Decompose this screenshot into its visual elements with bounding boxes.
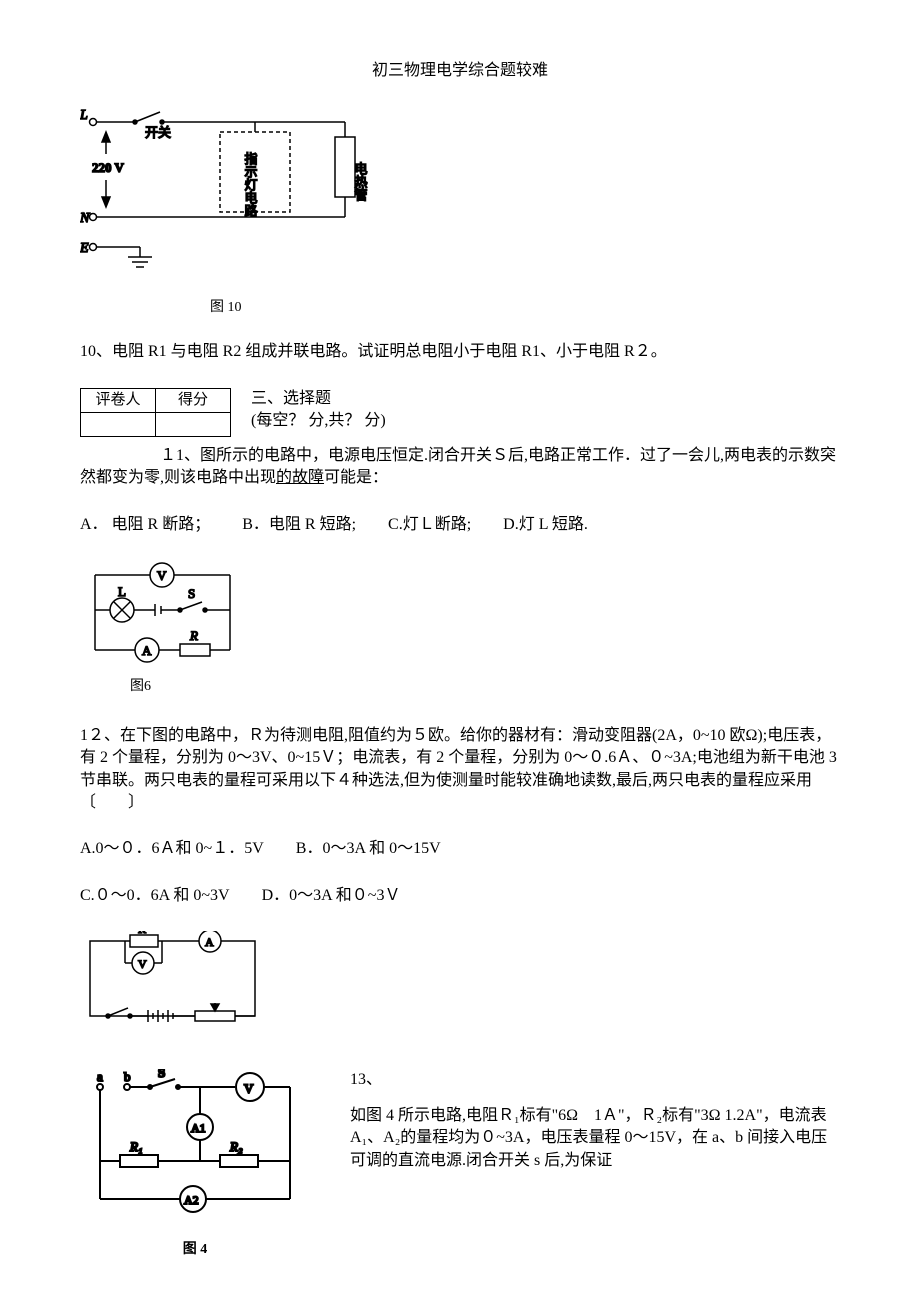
svg-text:E: E (80, 241, 89, 256)
question-12-options-row2: C.０～0．6A 和 0~3V D．0～3A 和０~3Ｖ (80, 885, 840, 907)
question-12-text: 1２、在下图的电路中，Ｒ为待测电阻,阻值约为５欧。给你的器材有：滑动变阻器(2A… (80, 725, 840, 815)
svg-text:指示灯电路: 指示灯电路 (243, 152, 258, 217)
svg-text:开关: 开关 (145, 125, 171, 140)
question-10-text: 10、电阻 R1 与电阻 R2 组成并联电路。试证明总电阻小于电阻 R1、小于电… (80, 341, 840, 363)
figure-10-circuit: L 开关 电热管 指示灯电路 N (80, 102, 840, 289)
section-3-title: 三、选择题 (251, 388, 386, 410)
q11-option-c: C.灯Ｌ断路; (388, 516, 471, 533)
question-11-options: A． 电阻 R 断路； B．电阻 R 短路; C.灯Ｌ断路; D.灯 L 短路. (80, 514, 840, 536)
q11-option-b: B．电阻 R 短路; (242, 516, 356, 533)
svg-text:L: L (80, 108, 88, 123)
section-3-subtitle: (每空？ 分,共？ 分) (251, 410, 386, 432)
svg-text:V: V (244, 1081, 254, 1096)
svg-text:R: R (189, 628, 198, 643)
page-title: 初三物理电学综合题较难 (80, 60, 840, 82)
q11-option-d: D.灯 L 短路. (503, 516, 588, 533)
question-11-text: １1、图所示的电路中，电源电压恒定.闭合开关Ｓ后,电路正常工作．过了一会儿,两电… (80, 445, 840, 490)
svg-text:A2: A2 (184, 1193, 199, 1207)
svg-text:A: A (205, 935, 214, 949)
svg-text:S: S (158, 1069, 165, 1080)
svg-text:电热管: 电热管 (353, 162, 368, 202)
figure-6-caption: 图6 (130, 677, 840, 697)
svg-text:R: R (138, 931, 146, 936)
q12-option-b: B．0～3A 和 0～15V (296, 840, 441, 857)
svg-text:A: A (142, 643, 152, 658)
svg-text:N: N (80, 211, 90, 226)
question-13-text: 如图 4 所示电路,电阻Ｒ₁标有"6Ω 1Ａ"，Ｒ₂标有"3Ω 1.2A"，电流… (350, 1105, 840, 1172)
figure-6-circuit: V L S A R (80, 560, 840, 677)
svg-text:220 V: 220 V (92, 160, 125, 175)
svg-text:V: V (138, 957, 147, 971)
figure-10-caption: 图 10 (210, 298, 840, 318)
score-table-header-2: 得分 (156, 388, 231, 412)
svg-text:S: S (188, 586, 195, 601)
q12-option-c: C.０～0．6A 和 0~3V (80, 887, 230, 904)
figure-4-circuit: a b S V A1 (80, 1069, 310, 1260)
svg-text:L: L (118, 584, 126, 599)
svg-text:A1: A1 (191, 1121, 206, 1135)
score-table: 评卷人 得分 (80, 388, 231, 437)
figure-12-circuit: R A V (80, 931, 840, 1038)
figure-4-caption: 图 4 (80, 1240, 310, 1260)
svg-text:V: V (157, 568, 167, 583)
svg-text:b: b (124, 1069, 131, 1084)
svg-text:R₁: R₁ (129, 1139, 142, 1154)
svg-text:R₂: R₂ (229, 1139, 243, 1154)
q13-number: 13、 (350, 1069, 840, 1091)
svg-text:a: a (97, 1069, 103, 1084)
q12-option-d: D．0～3A 和０~3Ｖ (262, 887, 401, 904)
q12-option-a: A.0～０．6Ａ和 0~１．5V (80, 840, 264, 857)
question-12-options-row1: A.0～０．6Ａ和 0~１．5V B．0～3A 和 0～15V (80, 838, 840, 860)
q11-option-a: A． 电阻 R 断路； (80, 516, 210, 533)
score-table-header-1: 评卷人 (81, 388, 156, 412)
